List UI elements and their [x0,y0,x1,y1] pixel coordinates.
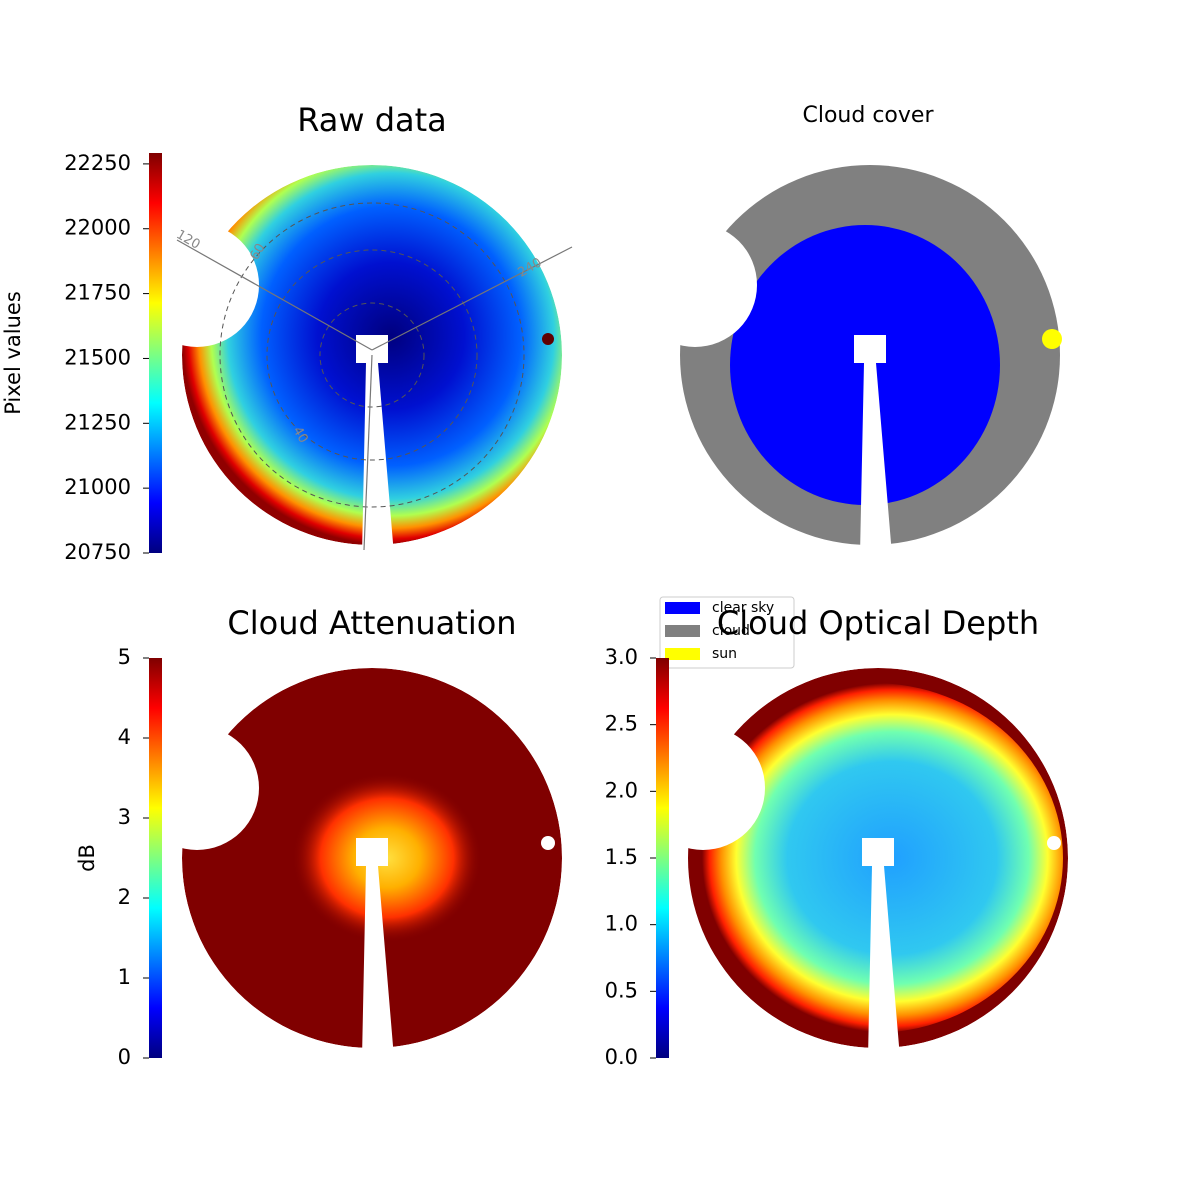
colorbar-tick-label: 21500 [64,345,131,369]
clear-area [730,225,1000,505]
sky-image [176,165,573,551]
chart-title: Cloud Attenuation [227,604,516,642]
colorbar-tick-label: 20750 [64,540,131,564]
colorbar-tick-label: 1.0 [605,912,638,936]
legend-label: cloud [712,623,750,639]
colorbar [149,153,162,553]
colorbar-tick-label: 4 [118,725,131,749]
legend-swatch [665,625,700,637]
colorbar-tick-label: 22000 [64,216,131,240]
colorbar-tick-label: 0.0 [605,1045,638,1069]
colorbar-tick-label: 5 [118,645,131,669]
colorbar-tick-label: 0.5 [605,978,638,1002]
optical-depth-image [683,668,1068,1048]
polar-annotation: 60 [247,241,268,263]
colorbar-label: Pixel values [1,291,25,415]
sun [1042,329,1062,349]
colorbar [149,658,162,1058]
polar-annotation: 120 [173,227,202,252]
chart-title: Cloud Optical Depth [717,604,1039,642]
legend-swatch [665,602,700,614]
legend-label: clear sky [712,600,774,616]
cloud-mask [672,157,1068,553]
colorbar-tick-label: 1 [118,965,131,989]
legend-label: sun [712,646,737,662]
legend-swatch [665,648,700,660]
chart-title: Raw data [297,101,447,139]
colorbar-tick-label: 3 [118,805,131,829]
colorbar-tick-label: 1.5 [605,845,638,869]
colorbar-tick-label: 22250 [64,151,131,175]
colorbar-tick-label: 21000 [64,475,131,499]
colorbar-tick-label: 2.0 [605,778,638,802]
attenuation-image [182,668,562,1048]
colorbar-tick-label: 0 [118,1045,131,1069]
colorbar-label: dB [75,844,99,872]
colorbar-tick-label: 3.0 [605,645,638,669]
colorbar-tick-label: 21750 [64,281,131,305]
colorbar [656,658,669,1058]
polar-annotation: 40 [289,424,310,446]
colorbar-tick-label: 2 [118,885,131,909]
chart-title: Cloud cover [803,103,935,128]
colorbar-tick-label: 2.5 [605,712,638,736]
colorbar-tick-label: 21250 [64,410,131,434]
